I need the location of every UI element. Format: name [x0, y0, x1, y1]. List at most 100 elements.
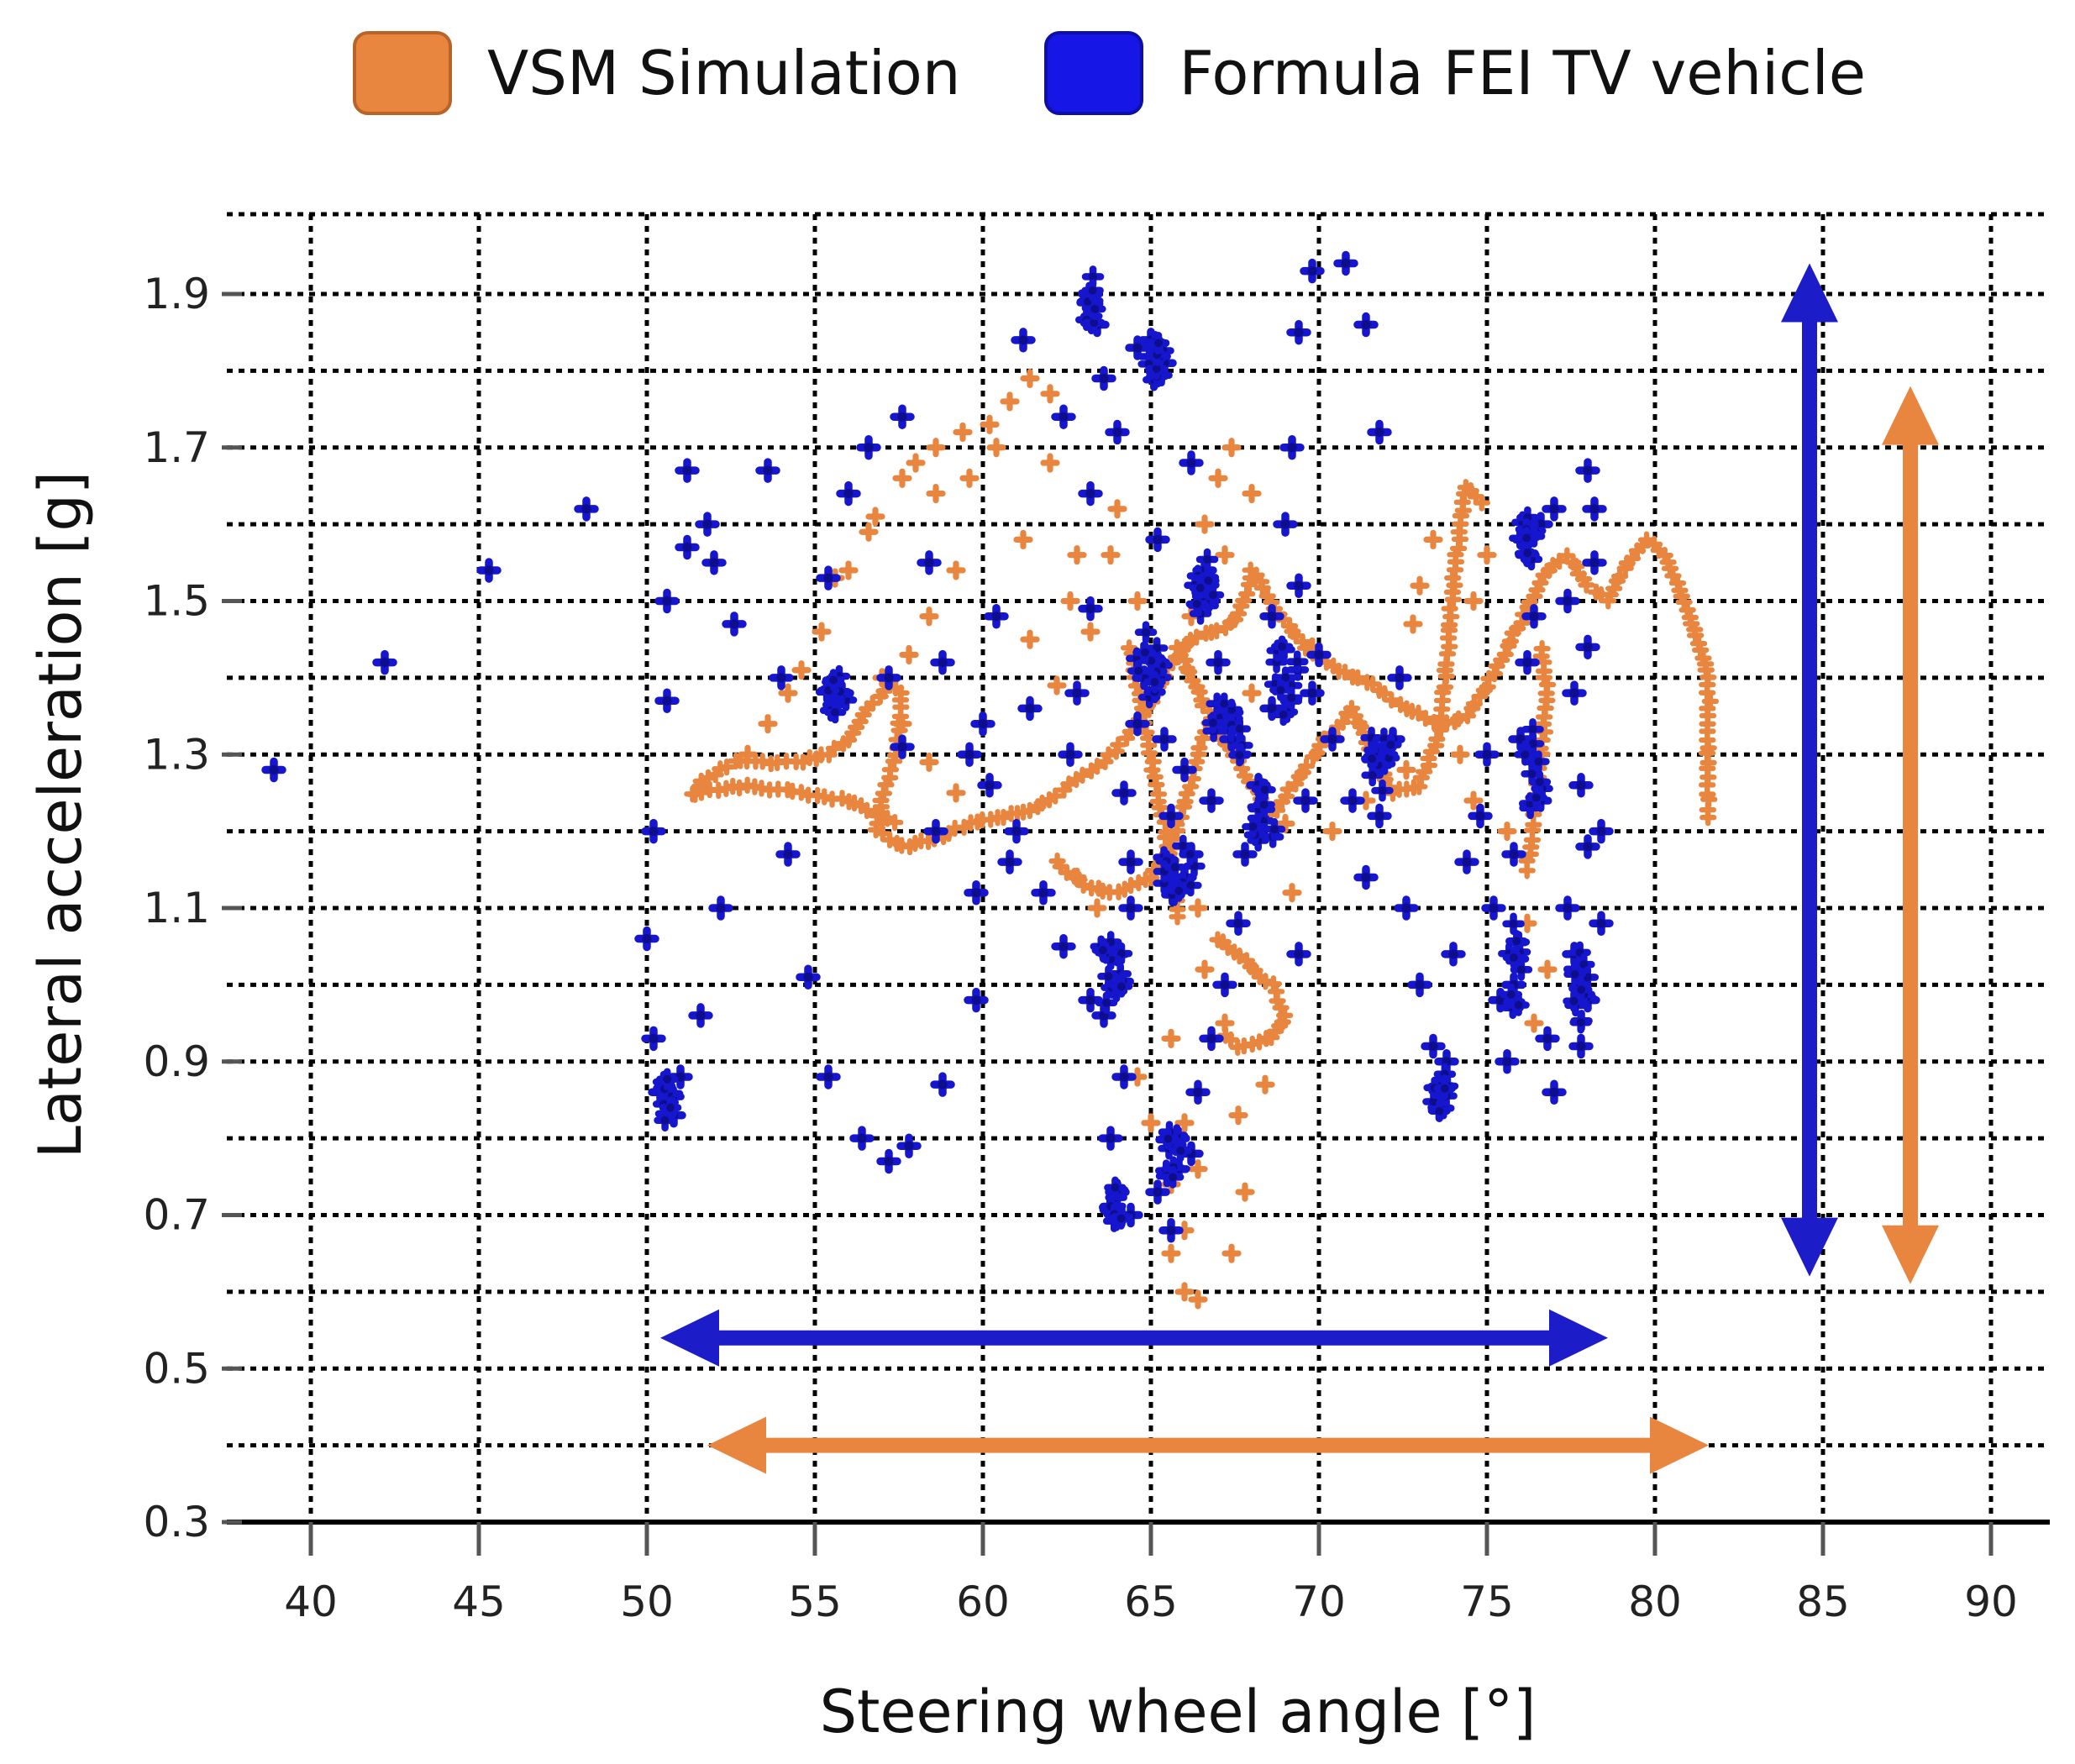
sim-point-17: [906, 453, 926, 473]
sim-point-31: [1040, 453, 1060, 473]
legend-label-vsm-simulation: VSM Simulation: [487, 38, 961, 108]
veh-cluster-point-38-center: [1134, 666, 1143, 675]
veh-point-34: [917, 550, 942, 575]
veh-cluster-point-151-center: [1514, 1000, 1523, 1010]
veh-point-91-center: [1267, 703, 1277, 713]
sim-point-0: [738, 744, 758, 764]
x-tick-label-65: 65: [1124, 1578, 1178, 1626]
veh-cluster-point-251: [1189, 576, 1212, 600]
veh-point-92-center: [1267, 612, 1277, 622]
sim-loop-3-marker-23: [1229, 1038, 1247, 1056]
veh-point-42-center: [1011, 827, 1022, 837]
sim-point-38: [1215, 545, 1235, 565]
sim-point-78: [1242, 683, 1262, 703]
veh-point-28: [876, 1148, 901, 1174]
veh-cluster-point-68: [1169, 1139, 1192, 1163]
veh-cluster-point-26: [1167, 879, 1190, 902]
veh-cluster-point-259-center: [1279, 710, 1288, 719]
veh-cluster-point-259: [1272, 703, 1295, 727]
veh-point-101: [1353, 864, 1379, 890]
veh-point-38-center: [964, 749, 974, 759]
veh-point-95-center: [1300, 795, 1311, 806]
veh-cluster-point-205-center: [1090, 318, 1099, 327]
veh-cluster-point-237-center: [1368, 754, 1377, 764]
sim-point-73: [1524, 1013, 1544, 1033]
veh-cluster-point-151: [1507, 994, 1530, 1016]
sim-point-46: [1141, 1113, 1161, 1133]
sim-curve-marker-145: [1376, 685, 1394, 702]
veh-point-21-center: [783, 849, 793, 859]
veh-point-76: [1111, 780, 1137, 806]
legend-item-vsm-simulation[interactable]: VSM Simulation: [353, 31, 960, 115]
veh-point-19-center: [763, 465, 773, 475]
y-tick-label-0.7: 0.7: [143, 1191, 210, 1240]
veh-point-40: [977, 773, 1002, 798]
veh-point-24: [836, 480, 861, 507]
veh-cluster-point-31-center: [1142, 627, 1150, 637]
veh-cluster-point-223: [1563, 963, 1586, 986]
veh-point-145-center: [1280, 519, 1290, 529]
veh-cluster-point-97: [1110, 975, 1133, 998]
veh-point-139: [1535, 1026, 1560, 1052]
legend-item-formula-fei[interactable]: Formula FEI TV vehicle: [1044, 31, 1866, 115]
veh-cluster-point-261-center: [1281, 673, 1290, 682]
veh-cluster-point-226: [1371, 779, 1394, 802]
veh-point-132-center: [1596, 918, 1606, 928]
veh-cluster-point-3: [823, 701, 847, 724]
veh-point-115-center: [1502, 1057, 1512, 1067]
veh-point-23: [816, 565, 841, 591]
veh-point-119-center: [1522, 658, 1532, 668]
sim-point-28: [1060, 591, 1080, 612]
veh-cluster-point-22: [1179, 874, 1202, 897]
veh-point-32: [856, 435, 881, 460]
veh-point-85: [1212, 972, 1237, 998]
sim-loop-4-marker-15: [1334, 713, 1352, 731]
sim-point-8: [926, 438, 946, 458]
veh-point-35-center: [938, 658, 948, 668]
sim-point-59: [1195, 959, 1215, 979]
sim-point-45: [1463, 591, 1484, 612]
veh-cluster-point-231-center: [1368, 770, 1377, 780]
veh-cluster-point-264: [1285, 650, 1309, 673]
sim-point-72: [1537, 959, 1558, 979]
veh-point-110: [1454, 849, 1479, 874]
sim-point-25: [919, 752, 939, 772]
veh-point-117-center: [1509, 849, 1519, 859]
sim-point-41: [1403, 614, 1423, 634]
range-arrow-sim-x-head-start: [707, 1416, 766, 1474]
sim-point-42: [1410, 575, 1430, 596]
veh-point-73: [1158, 1218, 1184, 1243]
veh-point-125: [1562, 680, 1587, 706]
veh-point-41-center: [1025, 703, 1035, 713]
sim-point-9: [953, 422, 973, 443]
range-arrow-veh-x: [660, 1309, 1608, 1367]
veh-point-15-center: [682, 465, 692, 475]
veh-cluster-point-265: [1269, 679, 1292, 701]
veh-point-43: [1031, 879, 1056, 906]
veh-cluster-point-195-center: [1154, 339, 1163, 348]
veh-point-86: [1199, 1026, 1224, 1052]
sim-curve-marker-89: [1110, 736, 1127, 753]
veh-point-21: [775, 842, 801, 867]
sim-point-77: [1463, 790, 1484, 811]
veh-cluster-point-220-center: [1569, 996, 1579, 1005]
x-tick-label-90: 90: [1964, 1578, 2018, 1626]
veh-cluster-point-21: [1183, 854, 1206, 878]
sim-point-33: [1020, 629, 1040, 649]
veh-point-77: [1125, 711, 1150, 737]
veh-cluster-point-109: [1242, 815, 1264, 838]
sim-point-49: [1161, 1243, 1181, 1263]
veh-point-148: [1011, 328, 1036, 353]
veh-point-81: [1172, 757, 1197, 783]
veh-cluster-point-22-center: [1186, 881, 1195, 890]
sim-loop-0-marker-27: [886, 813, 904, 832]
veh-point-136: [1582, 496, 1607, 522]
veh-point-70-center: [1153, 1187, 1163, 1197]
veh-point-46: [1064, 680, 1090, 706]
veh-point-98: [1306, 642, 1332, 668]
veh-point-18: [722, 612, 747, 637]
range-arrow-sim-y-head-end: [1882, 386, 1939, 445]
veh-point-111-center: [1475, 811, 1485, 821]
veh-point-65: [1078, 987, 1103, 1013]
sim-point-68: [1322, 822, 1342, 842]
